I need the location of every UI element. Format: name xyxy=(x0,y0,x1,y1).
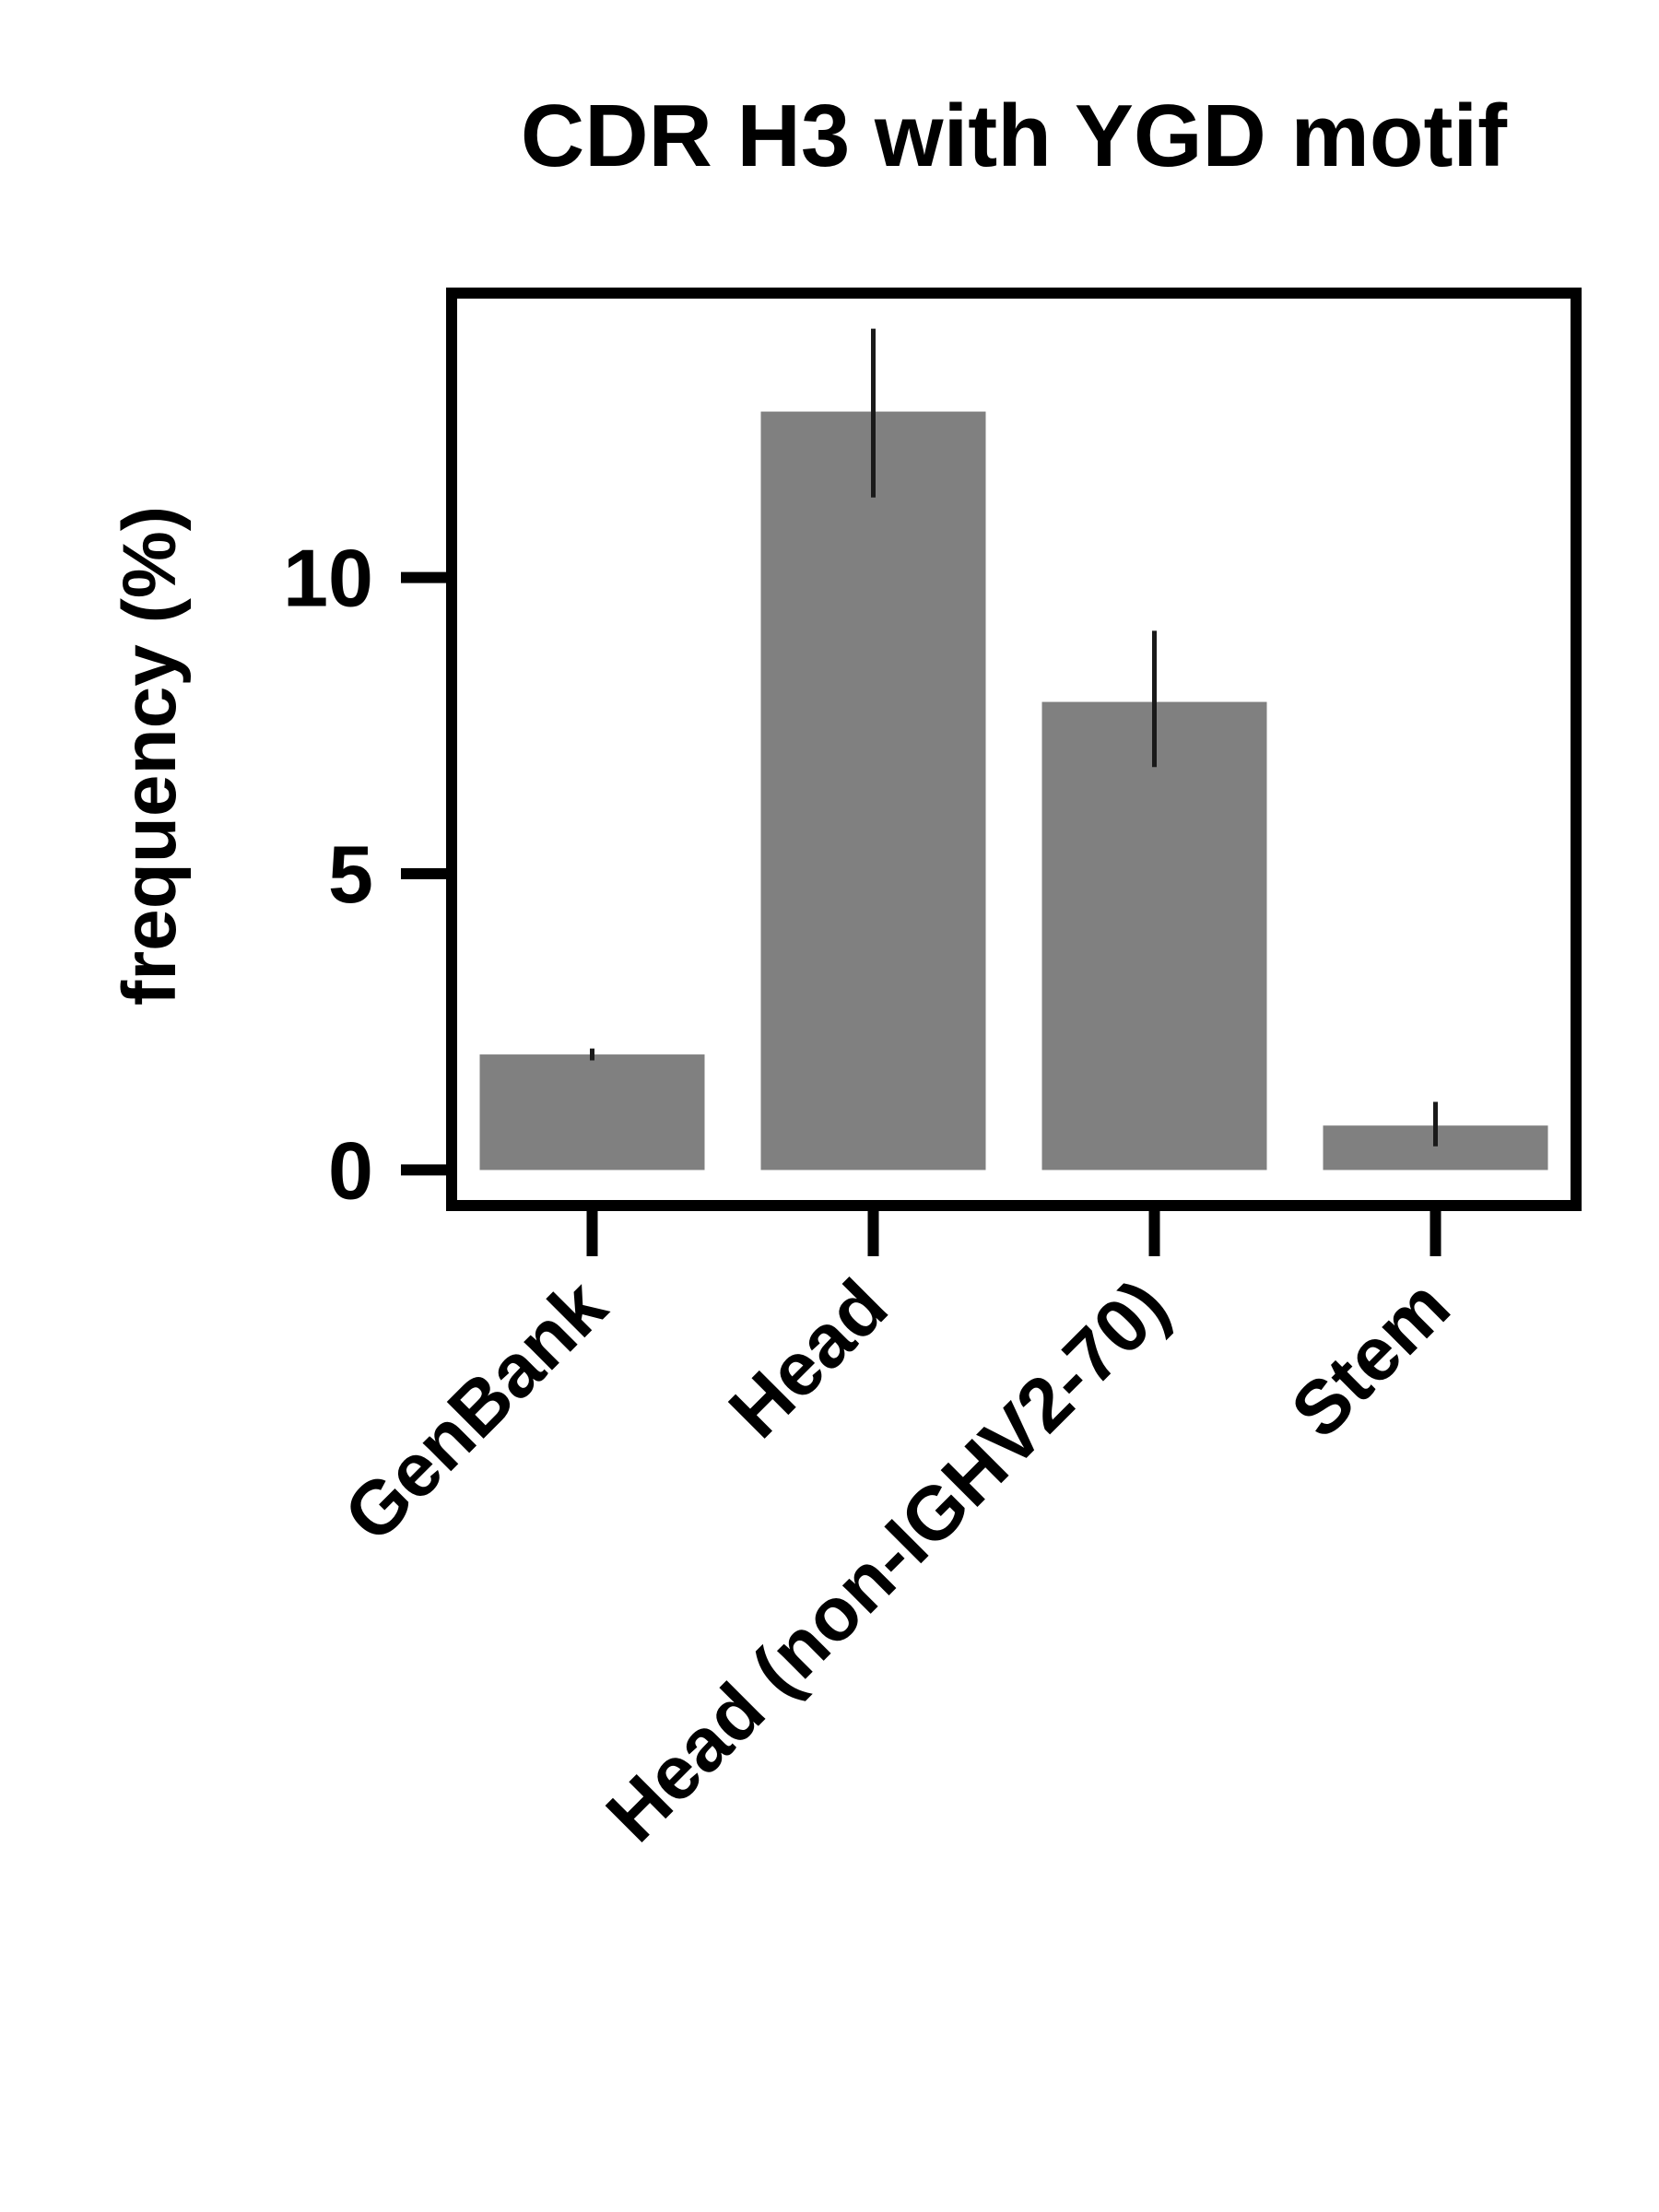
y-tick-label-1: 5 xyxy=(328,829,373,920)
plot-frame xyxy=(446,288,1582,1211)
y-axis-ticks: 0 5 10 xyxy=(283,533,452,1216)
x-tick-label-2: Head (non-IGHV2-70) xyxy=(591,1264,1184,1857)
bars-group xyxy=(479,411,1548,1171)
chart-title: CDR H3 with YGD motif xyxy=(521,87,1508,185)
y-tick-label-2: 10 xyxy=(283,533,373,624)
error-bars-group xyxy=(590,328,1438,1147)
y-tick-label-0: 0 xyxy=(328,1124,373,1216)
x-tick-label-0: GenBank xyxy=(328,1264,622,1558)
bar-2 xyxy=(1041,701,1267,1171)
x-tick-label-1: Head xyxy=(713,1264,903,1453)
bar-0 xyxy=(479,1054,705,1171)
y-axis-label: frequency (%) xyxy=(108,506,192,1006)
x-tick-label-3: Stem xyxy=(1276,1264,1465,1453)
bar-1 xyxy=(760,411,986,1171)
